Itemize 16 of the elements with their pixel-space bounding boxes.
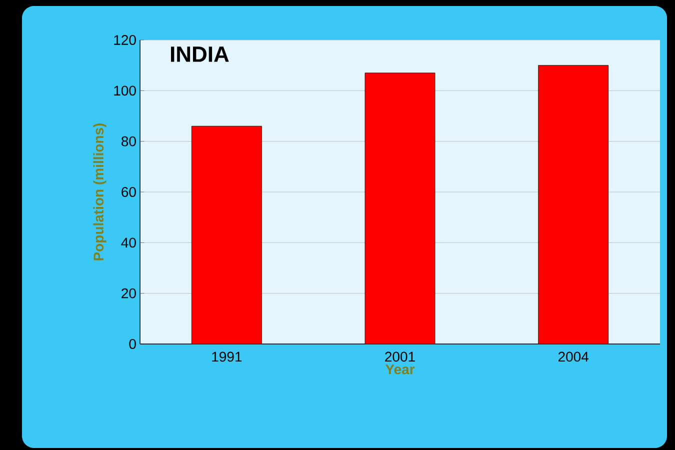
- y-axis-title: Population (millions): [93, 123, 106, 260]
- bar: [191, 126, 262, 344]
- chart-title: INDIA: [170, 46, 229, 62]
- y-tick-label: 20: [122, 288, 136, 298]
- bar: [364, 72, 436, 344]
- y-tick-label: 0: [129, 339, 136, 349]
- bar: [538, 65, 609, 344]
- y-tick-label: 100: [114, 86, 136, 96]
- y-tick-label: 60: [122, 187, 136, 197]
- x-tick-label: 2004: [558, 352, 588, 362]
- x-tick-label: 2001: [385, 352, 415, 362]
- x-axis-title: Year: [385, 364, 415, 374]
- y-tick-label: 120: [114, 35, 136, 45]
- y-tick-label: 40: [121, 238, 136, 248]
- x-tick-label: 1991: [212, 352, 242, 362]
- y-tick-label: 80: [122, 136, 136, 146]
